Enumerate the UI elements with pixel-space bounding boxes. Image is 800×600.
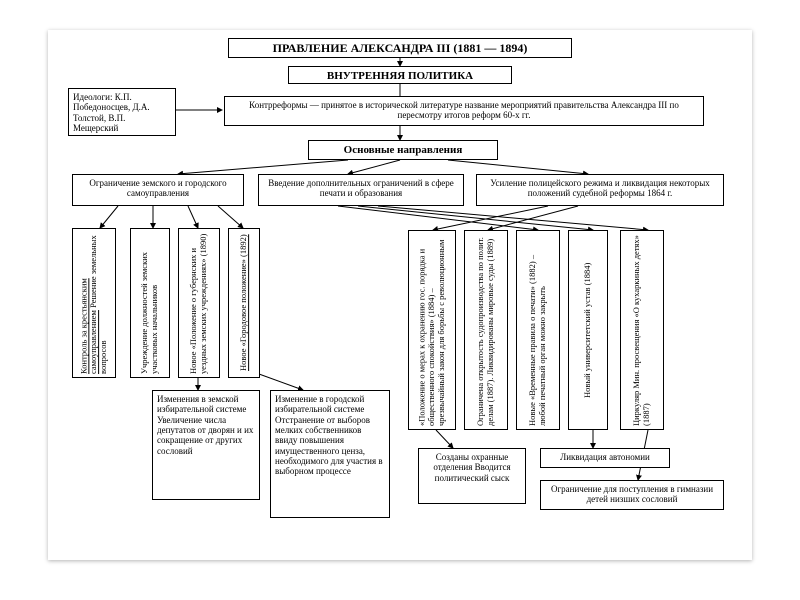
node-b2: Изменение в городской избирательной сист… bbox=[270, 390, 390, 518]
node-b3: Созданы охранные отделения Вводится поли… bbox=[418, 448, 526, 504]
node-v3: Новое «Положение о губернских и уездных … bbox=[178, 228, 220, 378]
node-v6: Ограничена открытость судопроизводства п… bbox=[464, 230, 508, 430]
node-v1: Контроль за крестьянским самоуправле­ние… bbox=[72, 228, 116, 378]
node-v2: Учреждение должностей земских участковых… bbox=[130, 228, 170, 378]
node-v9: Циркуляр Мин. просвещения «О кухаркиных … bbox=[620, 230, 664, 430]
node-v8: Новый университетский устав (1884) bbox=[568, 230, 608, 430]
node-subtitle: ВНУТРЕННЯЯ ПОЛИТИКА bbox=[288, 66, 512, 84]
node-dir1: Ограничение земского и городского самоуп… bbox=[72, 174, 244, 206]
node-v4: Новое «Городовое положение» (1892) bbox=[228, 228, 260, 378]
node-v7: Новые «Временные правила о печати» (1882… bbox=[516, 230, 560, 430]
node-b5: Ограничение для поступления в гимназии д… bbox=[540, 480, 724, 510]
node-dir2: Введение дополнительных ограничений в сф… bbox=[258, 174, 464, 206]
node-counter: Контрреформы — принятое в исторической л… bbox=[224, 96, 704, 126]
diagram-frame: ПРАВЛЕНИЕ АЛЕКСАНДРА III (1881 — 1894) В… bbox=[48, 30, 752, 560]
node-b4: Ликвидация автономии bbox=[540, 448, 670, 468]
node-ideologists: Идеологи: К.П. Победоносцев, Д.А. Толсто… bbox=[68, 88, 176, 136]
node-title: ПРАВЛЕНИЕ АЛЕКСАНДРА III (1881 — 1894) bbox=[228, 38, 572, 58]
node-directions: Основные направления bbox=[308, 140, 498, 160]
node-b1: Изменения в земской избирательной систем… bbox=[152, 390, 260, 500]
node-v5: «Положение о мерах к охранению гос. поря… bbox=[408, 230, 456, 430]
node-dir3: Усиление полицейского режима и ликвидаци… bbox=[476, 174, 724, 206]
